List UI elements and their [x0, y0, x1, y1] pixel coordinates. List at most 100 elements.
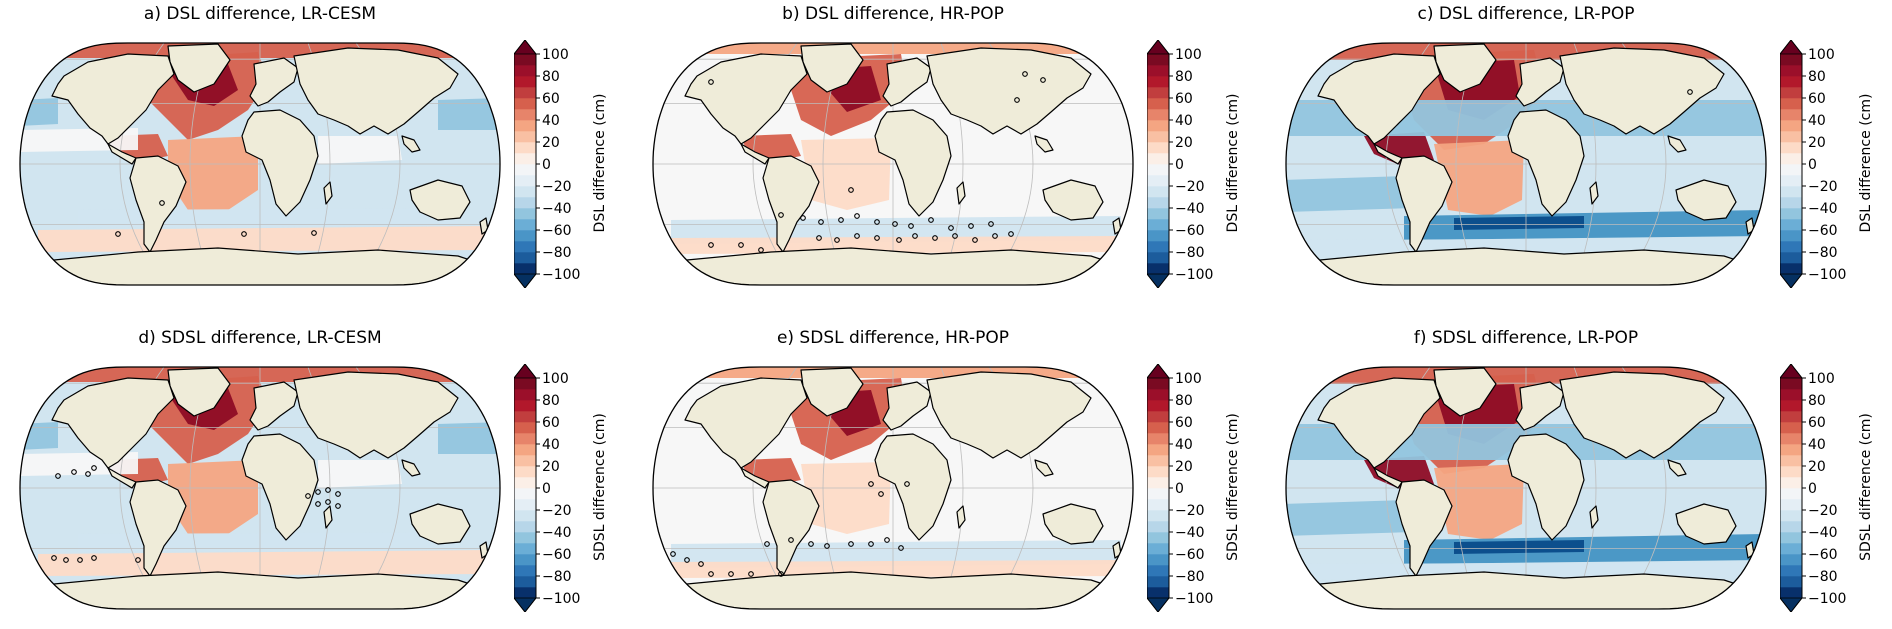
colorbar-segment: [1780, 186, 1802, 198]
anomaly-region: [38, 550, 488, 576]
panel-d: d) SDSL difference, LR-CESM 100 80 60 40 20 0 −…: [0, 328, 630, 628]
colorbar-tick-label: 80: [1175, 69, 1193, 85]
stipple-dot: [1008, 231, 1014, 237]
stipple-dot: [77, 557, 83, 563]
stipple-dot: [135, 557, 141, 563]
land-europe: [249, 57, 299, 107]
stipple-dot: [854, 233, 860, 239]
colorbar-tick-label: −100: [542, 591, 580, 607]
colorbar-extend-bottom: [1146, 597, 1170, 613]
colorbar-tick-label: 0: [1175, 481, 1184, 497]
colorbar-segment: [514, 422, 536, 434]
colorbar-tick-label: −80: [1808, 569, 1838, 585]
stipple-dot: [708, 571, 714, 577]
colorbar-tick-label: 100: [1808, 47, 1835, 63]
anomaly-region: [78, 532, 458, 552]
colorbar-segment: [1147, 565, 1169, 577]
land-namerica: [684, 377, 808, 469]
colorbar-segment: [514, 576, 536, 588]
colorbar-tick-label: −80: [542, 245, 572, 261]
colorbar-tick-label: 0: [542, 481, 551, 497]
colorbar-segment: [514, 400, 536, 412]
colorbar-segment: [1780, 197, 1802, 209]
panel-e: e) SDSL difference, HR-POP 100 80 60 40 20 0 −2…: [633, 328, 1263, 628]
colorbar-segment: [1780, 411, 1802, 423]
colorbar-segment: [514, 543, 536, 555]
stipple-dot: [758, 247, 764, 253]
stipple-dot: [1687, 89, 1693, 95]
colorbar-tick-label: 100: [1175, 47, 1202, 63]
anomaly-region: [801, 462, 891, 534]
colorbar-segment: [1780, 241, 1802, 253]
colorbar-tick-label: 60: [1175, 91, 1193, 107]
land-samerica: [762, 155, 820, 253]
colorbar-segment: [514, 389, 536, 401]
colorbar-segment: [1147, 54, 1169, 66]
stipple-dot: [305, 493, 311, 499]
colorbar-tick-label: 80: [542, 393, 560, 409]
colorbar-segment: [514, 175, 536, 187]
stipple-dot: [928, 217, 934, 223]
stipple-dot: [241, 231, 247, 237]
land-camerica: [1373, 143, 1403, 165]
colorbar-segment: [514, 510, 536, 522]
land-seasia: [401, 135, 421, 153]
colorbar-tick-label: 60: [542, 415, 560, 431]
colorbar-tick-label: 40: [1175, 113, 1193, 129]
stipple-dot: [874, 235, 880, 241]
colorbar-segment: [1147, 208, 1169, 220]
colorbar-segment: [1147, 576, 1169, 588]
colorbar-segment: [1147, 131, 1169, 143]
land-seasia: [1667, 135, 1687, 153]
stipple-dot: [848, 187, 854, 193]
land-africa: [1507, 109, 1585, 217]
colorbar-segment: [514, 532, 536, 544]
colorbar-extend-top: [513, 39, 537, 55]
map-d: [19, 366, 501, 610]
colorbar-tick-label: −100: [542, 267, 580, 283]
colorbar-segment: [514, 263, 536, 275]
colorbar-label: SDSL difference (cm): [592, 413, 608, 561]
colorbar-tick-label: −60: [542, 547, 572, 563]
colorbar-segment: [514, 411, 536, 423]
colorbar-segment: [1147, 186, 1169, 198]
land-camerica: [740, 143, 770, 165]
land-namerica: [51, 377, 175, 469]
stipple-dot: [912, 233, 918, 239]
land-asia: [926, 371, 1092, 459]
stipple-dot: [91, 465, 97, 471]
colorbar-segment: [1780, 565, 1802, 577]
colorbar-extend-top: [513, 363, 537, 379]
stipple-dot: [992, 233, 998, 239]
land-australia: [1675, 503, 1737, 545]
colorbar-segment: [1780, 175, 1802, 187]
colorbar-segment: [1147, 197, 1169, 209]
panel-c: c) DSL difference, LR-POP 100 80 60 40 20 0 −20…: [1266, 4, 1892, 304]
colorbar-tick-label: −80: [1175, 245, 1205, 261]
colorbar-segment: [1780, 576, 1802, 588]
colorbar-segment: [514, 87, 536, 99]
colorbar-tick-label: 20: [542, 135, 560, 151]
colorbar-segment: [514, 521, 536, 533]
colorbar-segment: [1780, 466, 1802, 478]
stipple-dot: [315, 489, 321, 495]
stipple-dot: [698, 561, 704, 567]
colorbar-tick-label: 0: [542, 157, 551, 173]
colorbar-segment: [514, 197, 536, 209]
colorbar-segment: [1147, 433, 1169, 445]
panel-title: a) DSL difference, LR-CESM: [143, 4, 377, 24]
stipple-dot: [728, 571, 734, 577]
colorbar-segment: [514, 241, 536, 253]
colorbar-segment: [514, 131, 536, 143]
colorbar-tick-label: −100: [1808, 267, 1846, 283]
colorbar-tick-label: −20: [1808, 503, 1838, 519]
colorbar-label: DSL difference (cm): [1225, 93, 1241, 233]
stipple-dot: [896, 237, 902, 243]
colorbar-tick-label: 60: [1808, 415, 1826, 431]
map-c: [1285, 42, 1767, 286]
anomaly-region: [438, 98, 500, 130]
land-madagascar: [323, 181, 333, 205]
colorbar-segment: [1147, 411, 1169, 423]
colorbar-segment: [514, 587, 536, 599]
colorbar-segment: [514, 186, 536, 198]
